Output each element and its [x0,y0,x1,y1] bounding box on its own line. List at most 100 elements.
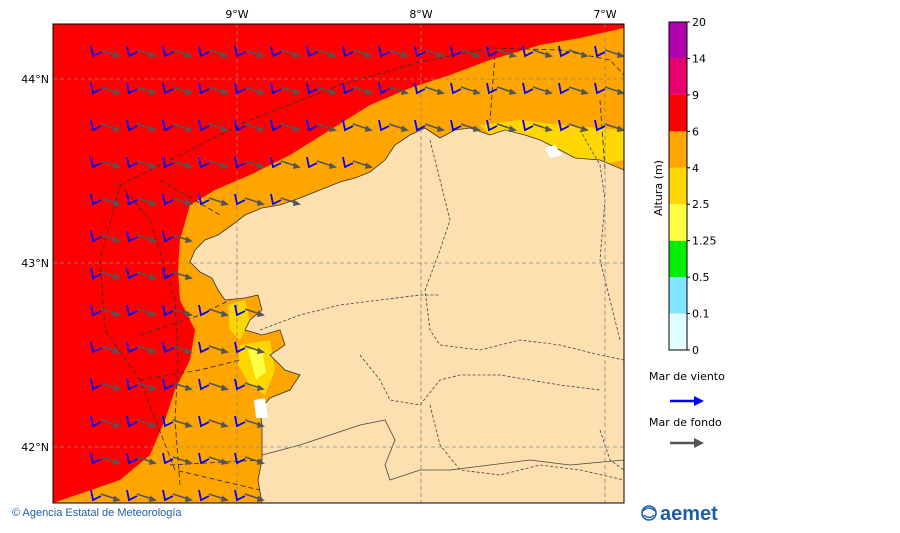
wind-sea-barb [594,45,606,58]
swell-arrow [172,271,189,278]
wind-sea-barb [198,82,210,95]
swell-arrow [208,419,225,426]
wind-sea-barb [198,156,210,169]
swell-arrow-head [509,125,517,132]
swell-arrow [208,456,225,463]
swell-arrow-head [221,458,229,465]
colorbar-segment [669,131,687,168]
colorbar-segment [669,240,687,278]
wind-sea-barb [234,193,246,206]
swell-arrow-head [149,51,157,58]
wind-sea-barb [270,156,282,169]
swell-arrow [280,160,297,167]
aemet-logo: aemet [641,503,718,525]
wind-sea-barb [90,415,102,428]
swell-arrow [100,86,117,93]
swell-arrow-head [149,162,157,169]
sea-lightyellow-rias [248,348,266,380]
wind-sea-barb [90,378,102,391]
swell-arrow [388,49,405,56]
swell-arrow-head [365,125,373,132]
swell-arrow-head [581,51,589,58]
swell-arrow-head [545,88,553,95]
wind-sea-barb [558,119,570,132]
swell-arrow [460,49,477,56]
lat-label-44n: 44°N [21,73,49,86]
colorbar-segment [669,313,687,350]
swell-arrow-head [113,495,121,502]
wind-sea-barb [90,452,102,465]
swell-arrow-head [185,162,193,169]
swell-arrow-head [113,458,121,465]
wind-sea-barb [342,45,354,58]
wind-sea-barb [234,452,246,465]
wind-sea-barb [198,415,210,428]
swell-arrow-head [293,162,301,169]
swell-arrow [136,308,153,315]
sea-low-waves-east [480,120,624,165]
wind-sea-barb [558,82,570,95]
swell-arrow [568,86,585,93]
swell-arrow-head [113,273,121,280]
map-area [53,24,656,503]
swell-arrow [136,49,153,56]
swell-arrows [100,49,656,502]
swell-arrow [641,50,656,55]
wind-sea-barb [90,193,102,206]
swell-arrow [208,197,225,204]
swell-arrow-head [473,51,481,58]
wind-sea-barb [342,82,354,95]
swell-arrow-head [545,125,553,132]
wind-sea-barb [594,119,606,132]
wind-sea-barb [126,489,138,502]
swell-arrow [244,49,261,56]
swell-arrow-head [113,347,121,354]
wind-sea-barb [90,230,102,243]
swell-arrow [424,86,441,93]
swell-arrow [100,197,117,204]
lon-label-9w: 9°W [225,8,248,21]
swell-arrow [100,308,117,315]
wind-sea-barb [162,82,174,95]
wind-sea-barb [198,341,210,354]
colorbar-segment [669,58,687,95]
swell-arrow-head [185,347,193,354]
swell-arrow [100,123,117,130]
swell-arrow-head [149,273,157,280]
swell-arrow-head [257,199,265,206]
swell-arrow [244,493,261,500]
colorbar-title: Altura (m) [652,160,665,216]
swell-arrow-head [257,51,265,58]
wind-sea-barb [90,119,102,132]
swell-arrow [280,49,297,56]
swell-arrow-head [113,125,121,132]
wind-sea-barb [126,267,138,280]
swell-arrow-head [185,421,193,428]
swell-arrow-head [509,88,517,95]
swell-arrow [172,160,189,167]
swell-arrow-head [329,51,337,58]
colorbar-level-label: 0 [692,344,699,357]
swell-arrow-head [113,236,121,243]
wind-sea-barb [522,82,534,95]
swell-arrow-head [185,199,193,206]
swell-arrow-head [581,88,589,95]
swell-arrow [244,160,261,167]
swell-arrow [316,86,333,93]
country-border [261,419,624,481]
swell-arrow [136,86,153,93]
lon-label-7w: 7°W [593,8,616,21]
no-data-patch-2 [254,398,268,418]
wind-sea-barb [342,156,354,169]
swell-arrow [172,308,189,315]
swell-arrow-head [221,51,229,58]
wind-sea-barb [126,415,138,428]
wind-sea-barb [234,119,246,132]
swell-arrow-head [221,199,229,206]
swell-arrow [136,271,153,278]
wind-sea-barb [306,45,318,58]
colorbar-level-label: 9 [692,89,699,102]
swell-arrow [136,234,153,241]
colorbar: 0 0.1 0.5 1.25 2.5 4 6 9 14 20 [668,16,717,357]
swell-arrow [136,197,153,204]
